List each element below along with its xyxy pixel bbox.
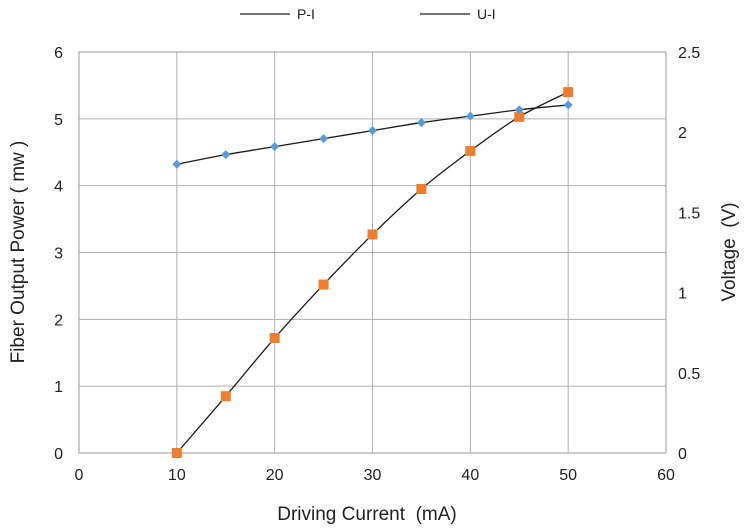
right-y-tick-label: 2.5 (678, 45, 700, 62)
data-point-u-i (270, 142, 280, 152)
data-point-p-i (465, 145, 476, 156)
left-y-tick-label: 6 (54, 45, 63, 62)
data-point-p-i (416, 184, 427, 195)
data-point-p-i (171, 448, 182, 458)
left-y-tick-label: 4 (54, 179, 63, 196)
right-y-tick-label: 2 (678, 125, 687, 142)
data-point-u-i (221, 150, 231, 160)
right-y-axis-tick-labels: 0 0.5 1 1.5 2 2.5 (678, 45, 700, 463)
data-point-u-i (563, 100, 573, 110)
series-p-i (171, 87, 574, 458)
data-point-u-i (368, 126, 377, 136)
data-point-p-i (318, 279, 329, 290)
data-point-p-i (514, 111, 525, 122)
data-point-p-i (269, 333, 280, 344)
data-point-p-i (563, 87, 574, 98)
x-axis-tick-labels: 0 10 20 30 40 50 60 (75, 467, 675, 484)
x-tick-label: 60 (657, 467, 675, 484)
series-layer (171, 87, 574, 458)
data-point-u-i (319, 134, 329, 144)
x-tick-label: 20 (266, 467, 284, 484)
left-y-tick-label: 2 (54, 312, 63, 329)
left-y-tick-label: 1 (54, 379, 63, 396)
x-tick-label: 50 (559, 467, 577, 484)
right-y-axis-label: Voltage (V) (719, 202, 740, 301)
data-point-u-i (172, 159, 182, 169)
x-tick-label: 40 (461, 467, 479, 484)
data-point-p-i (367, 229, 378, 240)
plot-area-frame (78, 51, 667, 454)
gridlines (78, 51, 667, 454)
left-y-tick-label: 5 (54, 112, 63, 129)
right-y-tick-label: 0 (678, 446, 687, 463)
data-point-u-i (514, 105, 524, 115)
left-y-axis-label: Fiber Output Power ( mw ) (8, 141, 29, 364)
data-point-p-i (220, 391, 231, 402)
right-y-tick-label: 1.5 (678, 205, 700, 222)
x-axis-label: Driving Current (mA) (277, 504, 456, 525)
left-y-axis-tick-labels: 0 1 2 3 4 5 6 (54, 45, 63, 463)
legend-label-u-i: U-I (477, 6, 496, 22)
legend: P-I U-I (240, 6, 496, 22)
data-point-u-i (465, 111, 475, 121)
right-y-tick-label: 0.5 (678, 366, 700, 383)
x-tick-label: 10 (168, 467, 186, 484)
legend-label-p-i: P-I (297, 6, 315, 22)
right-y-tick-label: 1 (678, 286, 687, 303)
series-u-i (172, 100, 573, 169)
x-tick-label: 30 (364, 467, 382, 484)
data-point-u-i (416, 118, 426, 128)
left-y-tick-label: 0 (54, 446, 63, 463)
left-y-tick-label: 3 (54, 246, 63, 263)
x-tick-label: 0 (75, 467, 84, 484)
